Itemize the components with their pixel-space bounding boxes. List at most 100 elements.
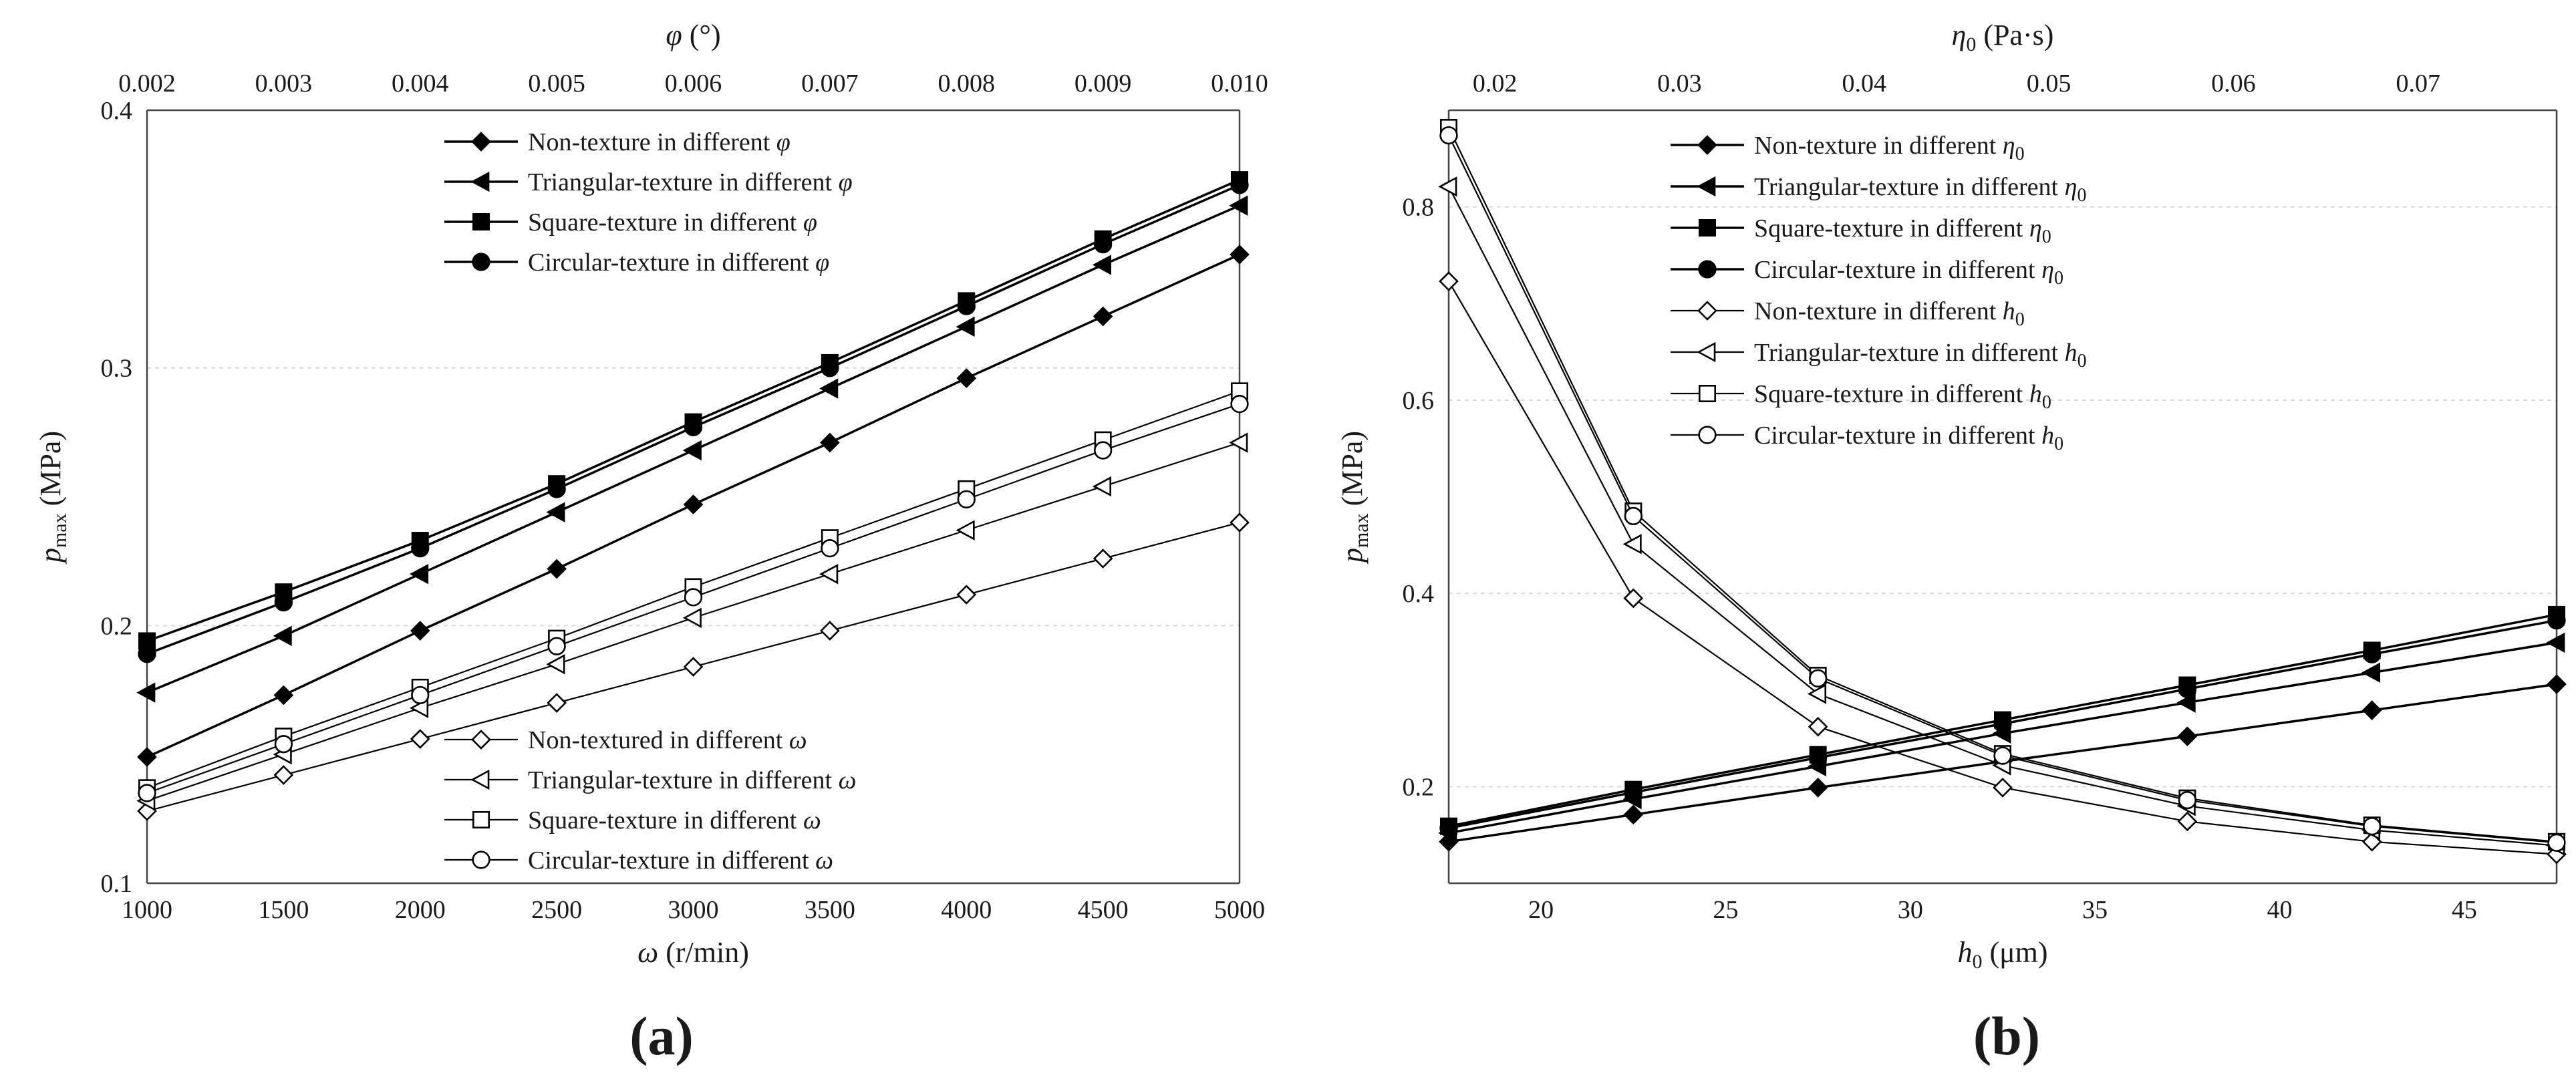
x-tick-label: 4500 (1078, 896, 1129, 924)
y-tick-label: 0.3 (101, 355, 133, 383)
legend-label: Triangular-texture in different ω (528, 766, 856, 794)
legend-label: Circular-texture in different h0 (1754, 422, 2063, 454)
legend-marker (1697, 176, 1716, 197)
x2-tick-label: 0.06 (2211, 69, 2256, 98)
legend-marker (470, 171, 490, 192)
data-point (1439, 126, 1458, 145)
legend-marker (471, 132, 491, 152)
x2-axis-title: φ (°) (666, 19, 720, 51)
data-point (819, 378, 839, 399)
data-point (820, 432, 840, 453)
legend-label: Square-texture in different ω (528, 806, 821, 834)
y-tick-label: 0.6 (1403, 387, 1435, 415)
data-point (1623, 804, 1644, 825)
data-point (956, 585, 977, 605)
x-tick-label: 4000 (941, 896, 992, 924)
x-tick-label: 3500 (805, 896, 855, 924)
x-tick-label: 25 (1713, 896, 1739, 924)
data-point (137, 747, 157, 767)
x2-tick-label: 0.002 (118, 69, 176, 98)
data-point (821, 359, 839, 377)
legend-marker (471, 730, 491, 750)
data-point (274, 593, 293, 612)
legend-label: Triangular-texture in different φ (528, 168, 853, 196)
legend-marker (1699, 384, 1717, 402)
data-point (820, 621, 840, 641)
data-point (682, 440, 702, 461)
data-point (821, 538, 839, 558)
legend-marker (472, 212, 490, 230)
data-point (1093, 441, 1113, 460)
x-tick-label: 45 (2452, 896, 2477, 924)
x2-tick-label: 0.02 (1473, 69, 1518, 98)
data-point (682, 607, 702, 628)
data-point (2546, 632, 2565, 653)
chart-panel-b: 0.2 0.4 0.6 0.8 20 25 30 35 40 45 0.02 0.03 0.04 0.05… (1336, 19, 2567, 973)
data-point (138, 645, 156, 663)
legend-label: Triangular-texture in different η0 (1754, 173, 2086, 206)
data-point (1229, 432, 1248, 453)
data-point (274, 735, 293, 754)
x-tick-label: 5000 (1214, 896, 1265, 924)
x-tick-label: 2500 (531, 896, 582, 924)
x2-tick-label: 0.07 (2396, 69, 2441, 98)
data-point (273, 625, 292, 646)
legend-marker (1698, 260, 1717, 279)
legend-marker (1697, 341, 1716, 363)
legend-label: Non-textured in different ω (528, 726, 807, 754)
legend-label: Non-texture in different η0 (1754, 132, 2025, 164)
data-point (1093, 549, 1113, 569)
data-point (2547, 833, 2566, 852)
data-point (819, 564, 839, 585)
legend-marker (472, 811, 490, 829)
x2-tick-label: 0.004 (392, 69, 449, 98)
data-point (1092, 476, 1111, 497)
legend-marker (1699, 218, 1717, 237)
data-point (957, 490, 976, 509)
data-point (136, 682, 156, 703)
legend-label: Square-texture in different η0 (1754, 214, 2051, 247)
data-point (1230, 176, 1249, 194)
legend-marker (1697, 301, 1717, 321)
data-point (1439, 271, 1459, 291)
data-point (684, 588, 703, 607)
data-point (1622, 534, 1642, 555)
data-point (1092, 255, 1111, 275)
x2-tick-label: 0.009 (1075, 69, 1132, 98)
data-point (683, 494, 704, 514)
legend-marker (1697, 135, 1717, 155)
data-point (1808, 777, 1828, 798)
legend-marker (472, 253, 490, 271)
data-point (1438, 176, 1457, 197)
x-tick-label: 1000 (122, 896, 172, 924)
chart-panel-a: 0.1 0.2 0.3 0.4 1000 1500 2000 2500 3000 3500 4000… (34, 19, 1268, 969)
legend-marker (1698, 426, 1717, 444)
data-point (1230, 245, 1250, 265)
data-point (1809, 748, 1828, 767)
panel-label-b: (b) (1973, 1005, 2040, 1066)
data-point (1809, 669, 1828, 688)
data-point (683, 657, 704, 677)
data-point (2362, 700, 2382, 720)
legend-label: Non-texture in different φ (528, 128, 791, 156)
data-point (956, 368, 977, 388)
legend-marker (470, 769, 490, 790)
legend-label: Square-texture in different h0 (1754, 380, 2051, 413)
data-point (1230, 395, 1249, 414)
data-point (410, 621, 430, 641)
y-tick-label: 0.4 (101, 97, 133, 125)
data-point (410, 564, 429, 585)
data-point (684, 418, 703, 437)
x2-axis-title: η0 (Pa·s) (1952, 19, 2054, 55)
x2-tick-label: 0.003 (255, 69, 313, 98)
x2-tick-label: 0.007 (801, 69, 859, 98)
data-point (273, 765, 294, 785)
panel-label-a: (a) (629, 1005, 694, 1066)
x-tick-label: 3000 (668, 896, 719, 924)
data-point (1439, 818, 1458, 838)
data-point (1230, 512, 1250, 532)
x2-tick-label: 0.008 (938, 69, 996, 98)
legend-label: Triangular-texture in different h0 (1754, 339, 2087, 371)
data-point (2177, 726, 2198, 747)
x-axis-title: ω (r/min) (637, 936, 749, 969)
